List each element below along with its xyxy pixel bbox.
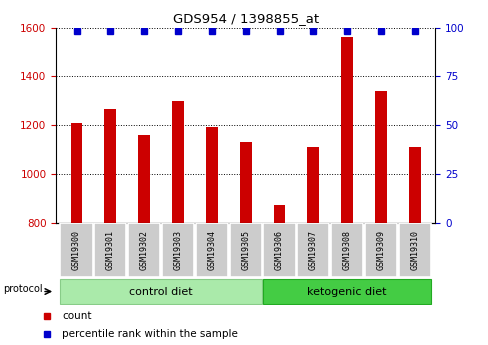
Bar [408,147,420,223]
FancyBboxPatch shape [128,223,160,277]
Bar [341,37,352,223]
Text: GSM19310: GSM19310 [409,230,419,270]
Bar [307,147,319,223]
FancyBboxPatch shape [364,223,396,277]
Text: GSM19306: GSM19306 [274,230,284,270]
Bar [172,101,183,223]
Bar [374,91,386,223]
Bar [273,206,285,223]
Text: GSM19300: GSM19300 [72,230,81,270]
FancyBboxPatch shape [398,223,430,277]
FancyBboxPatch shape [297,223,329,277]
Text: control diet: control diet [129,287,193,296]
FancyBboxPatch shape [94,223,126,277]
Text: ketogenic diet: ketogenic diet [307,287,386,296]
Bar [205,128,217,223]
Text: GSM19304: GSM19304 [207,230,216,270]
Bar [70,122,82,223]
Bar [239,142,251,223]
Bar [104,109,116,223]
FancyBboxPatch shape [263,223,295,277]
Text: percentile rank within the sample: percentile rank within the sample [62,329,238,339]
Text: GSM19305: GSM19305 [241,230,250,270]
FancyBboxPatch shape [61,279,261,304]
Title: GDS954 / 1398855_at: GDS954 / 1398855_at [172,12,318,25]
FancyBboxPatch shape [229,223,261,277]
FancyBboxPatch shape [330,223,363,277]
FancyBboxPatch shape [263,279,430,304]
FancyBboxPatch shape [61,223,92,277]
Text: GSM19309: GSM19309 [376,230,385,270]
Text: GSM19308: GSM19308 [342,230,351,270]
Text: count: count [62,311,92,321]
Text: GSM19302: GSM19302 [140,230,148,270]
FancyBboxPatch shape [195,223,227,277]
Text: GSM19301: GSM19301 [106,230,115,270]
Text: GSM19303: GSM19303 [173,230,182,270]
Bar [138,135,150,223]
Text: protocol: protocol [3,284,42,294]
Text: GSM19307: GSM19307 [308,230,317,270]
FancyBboxPatch shape [162,223,194,277]
